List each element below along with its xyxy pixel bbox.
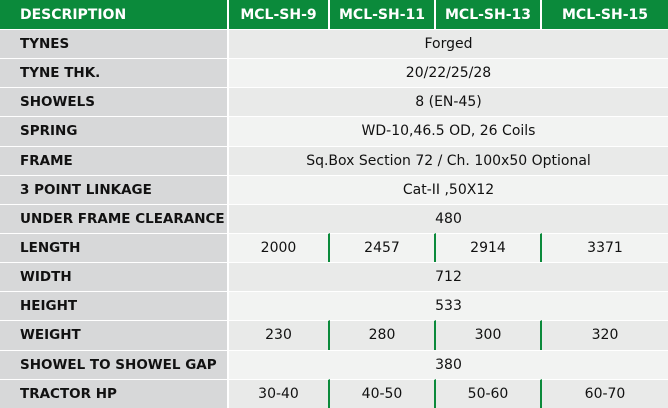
table-row: TYNE THK. 20/22/25/28 (0, 58, 668, 88)
header-description: DESCRIPTION (0, 0, 229, 29)
row-value-model-3: 2914 (436, 232, 542, 263)
table-row: HEIGHT 533 (0, 291, 668, 321)
row-value-model-4: 3371 (542, 232, 668, 263)
table-row: TYNES Forged (0, 29, 668, 59)
row-label: SHOWEL TO SHOWEL GAP (0, 349, 229, 379)
row-label: HEIGHT (0, 291, 229, 321)
row-value: 480 (229, 203, 668, 233)
row-value-model-4: 320 (542, 320, 668, 350)
row-label: SPRING (0, 116, 229, 146)
table-row: WIDTH 712 (0, 262, 668, 292)
row-value: Cat-II ,50X12 (229, 174, 668, 204)
table-row: 3 POINT LINKAGE Cat-II ,50X12 (0, 174, 668, 204)
table-row: FRAME Sq.Box Section 72 / Ch. 100x50 Opt… (0, 145, 668, 175)
row-label: TRACTOR HP (0, 378, 229, 408)
row-value-model-3: 300 (436, 320, 542, 350)
row-value-model-1: 30-40 (229, 378, 330, 408)
row-label: WIDTH (0, 262, 229, 292)
row-label: TYNES (0, 29, 229, 59)
row-label: TYNE THK. (0, 58, 229, 88)
table-row: SHOWELS 8 (EN-45) (0, 87, 668, 117)
header-model-1: MCL-SH-9 (229, 0, 330, 29)
table-row: UNDER FRAME CLEARANCE 480 (0, 203, 668, 233)
row-value-model-2: 2457 (330, 232, 436, 263)
header-model-2: MCL-SH-11 (330, 0, 436, 29)
row-value: 8 (EN-45) (229, 87, 668, 117)
row-value: 533 (229, 291, 668, 321)
table-row: SHOWEL TO SHOWEL GAP 380 (0, 349, 668, 379)
row-value-model-3: 50-60 (436, 378, 542, 408)
header-model-4: MCL-SH-15 (542, 0, 668, 29)
header-row: DESCRIPTION MCL-SH-9 MCL-SH-11 MCL-SH-13… (0, 0, 668, 29)
table-row: TRACTOR HP 30-40 40-50 50-60 60-70 (0, 378, 668, 408)
row-value-model-1: 2000 (229, 232, 330, 263)
row-value-model-2: 40-50 (330, 378, 436, 408)
row-value: Forged (229, 29, 668, 59)
row-value: 20/22/25/28 (229, 58, 668, 88)
table-row: SPRING WD-10,46.5 OD, 26 Coils (0, 116, 668, 146)
header-model-3: MCL-SH-13 (436, 0, 542, 29)
row-label: WEIGHT (0, 320, 229, 350)
row-label: SHOWELS (0, 87, 229, 117)
row-value-model-2: 280 (330, 320, 436, 350)
table-row: WEIGHT 230 280 300 320 (0, 320, 668, 350)
row-value: Sq.Box Section 72 / Ch. 100x50 Optional (229, 145, 668, 175)
row-value: WD-10,46.5 OD, 26 Coils (229, 116, 668, 146)
row-value: 712 (229, 262, 668, 292)
row-label: 3 POINT LINKAGE (0, 174, 229, 204)
row-value-model-4: 60-70 (542, 378, 668, 408)
row-value-model-1: 230 (229, 320, 330, 350)
row-label: FRAME (0, 145, 229, 175)
table-row: LENGTH 2000 2457 2914 3371 (0, 232, 668, 263)
row-value: 380 (229, 349, 668, 379)
row-label: LENGTH (0, 232, 229, 263)
row-label: UNDER FRAME CLEARANCE (0, 203, 229, 233)
